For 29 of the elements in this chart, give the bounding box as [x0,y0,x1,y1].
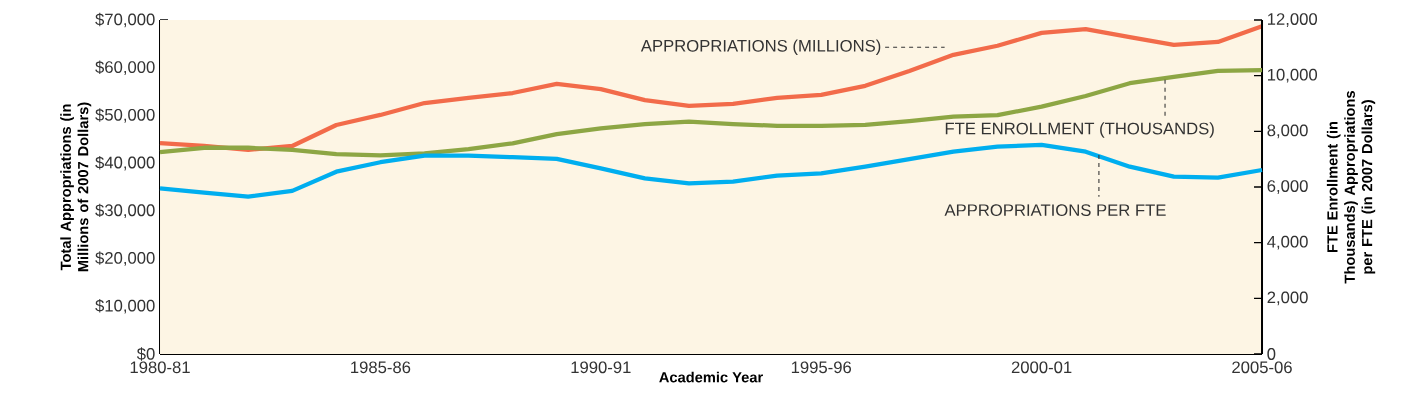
y-axis-title: Total Appropriations (in Millions of 2007 Dollars) [60,102,92,272]
series-label: FTE ENROLLMENT (THOUSANDS) [945,122,1214,138]
y-tick-label: $10,000 [95,299,155,314]
y-tick-label: $20,000 [95,251,155,266]
line-series [157,67,1265,158]
y2-tick-label: 0 [1267,348,1276,360]
x-tick-label: 2005-06 [1232,361,1292,374]
y-tick-label: $60,000 [95,60,155,75]
y-tick-label: $0 [136,347,155,361]
x-tick-label: 1980-81 [130,361,190,374]
series-label: APPROPRIATIONS (MILLIONS) [640,39,881,55]
x-tick-label: 2000-01 [1011,361,1072,374]
y-tick-label: $50,000 [95,108,155,123]
y-tick-label: $40,000 [95,155,155,171]
y2-tick-label: 12,000 [1268,13,1318,27]
series-label: APPROPRIATIONS PER FTE [944,204,1166,217]
x-axis-title: Academic Year [659,371,763,383]
y2-tick-label: 4,000 [1267,235,1308,250]
y-tick-label: $30,000 [95,203,155,219]
y-tick-label: $70,000 [95,12,155,28]
line-series [157,142,1265,199]
y2-tick-label: 10,000 [1268,68,1318,83]
y2-tick-label: 8,000 [1267,124,1308,139]
x-tick-label: 1995-96 [791,361,852,374]
x-tick-label: 1985-86 [351,361,411,374]
y2-tick-label: 6,000 [1267,180,1308,194]
y2-tick-label: 2,000 [1267,291,1308,306]
y2-axis-title: FTE Enrollment (in Thousands) Appropriations per FTE (in 2007 Dollars) [1326,91,1376,284]
x-tick-label: 1990-91 [571,361,631,374]
